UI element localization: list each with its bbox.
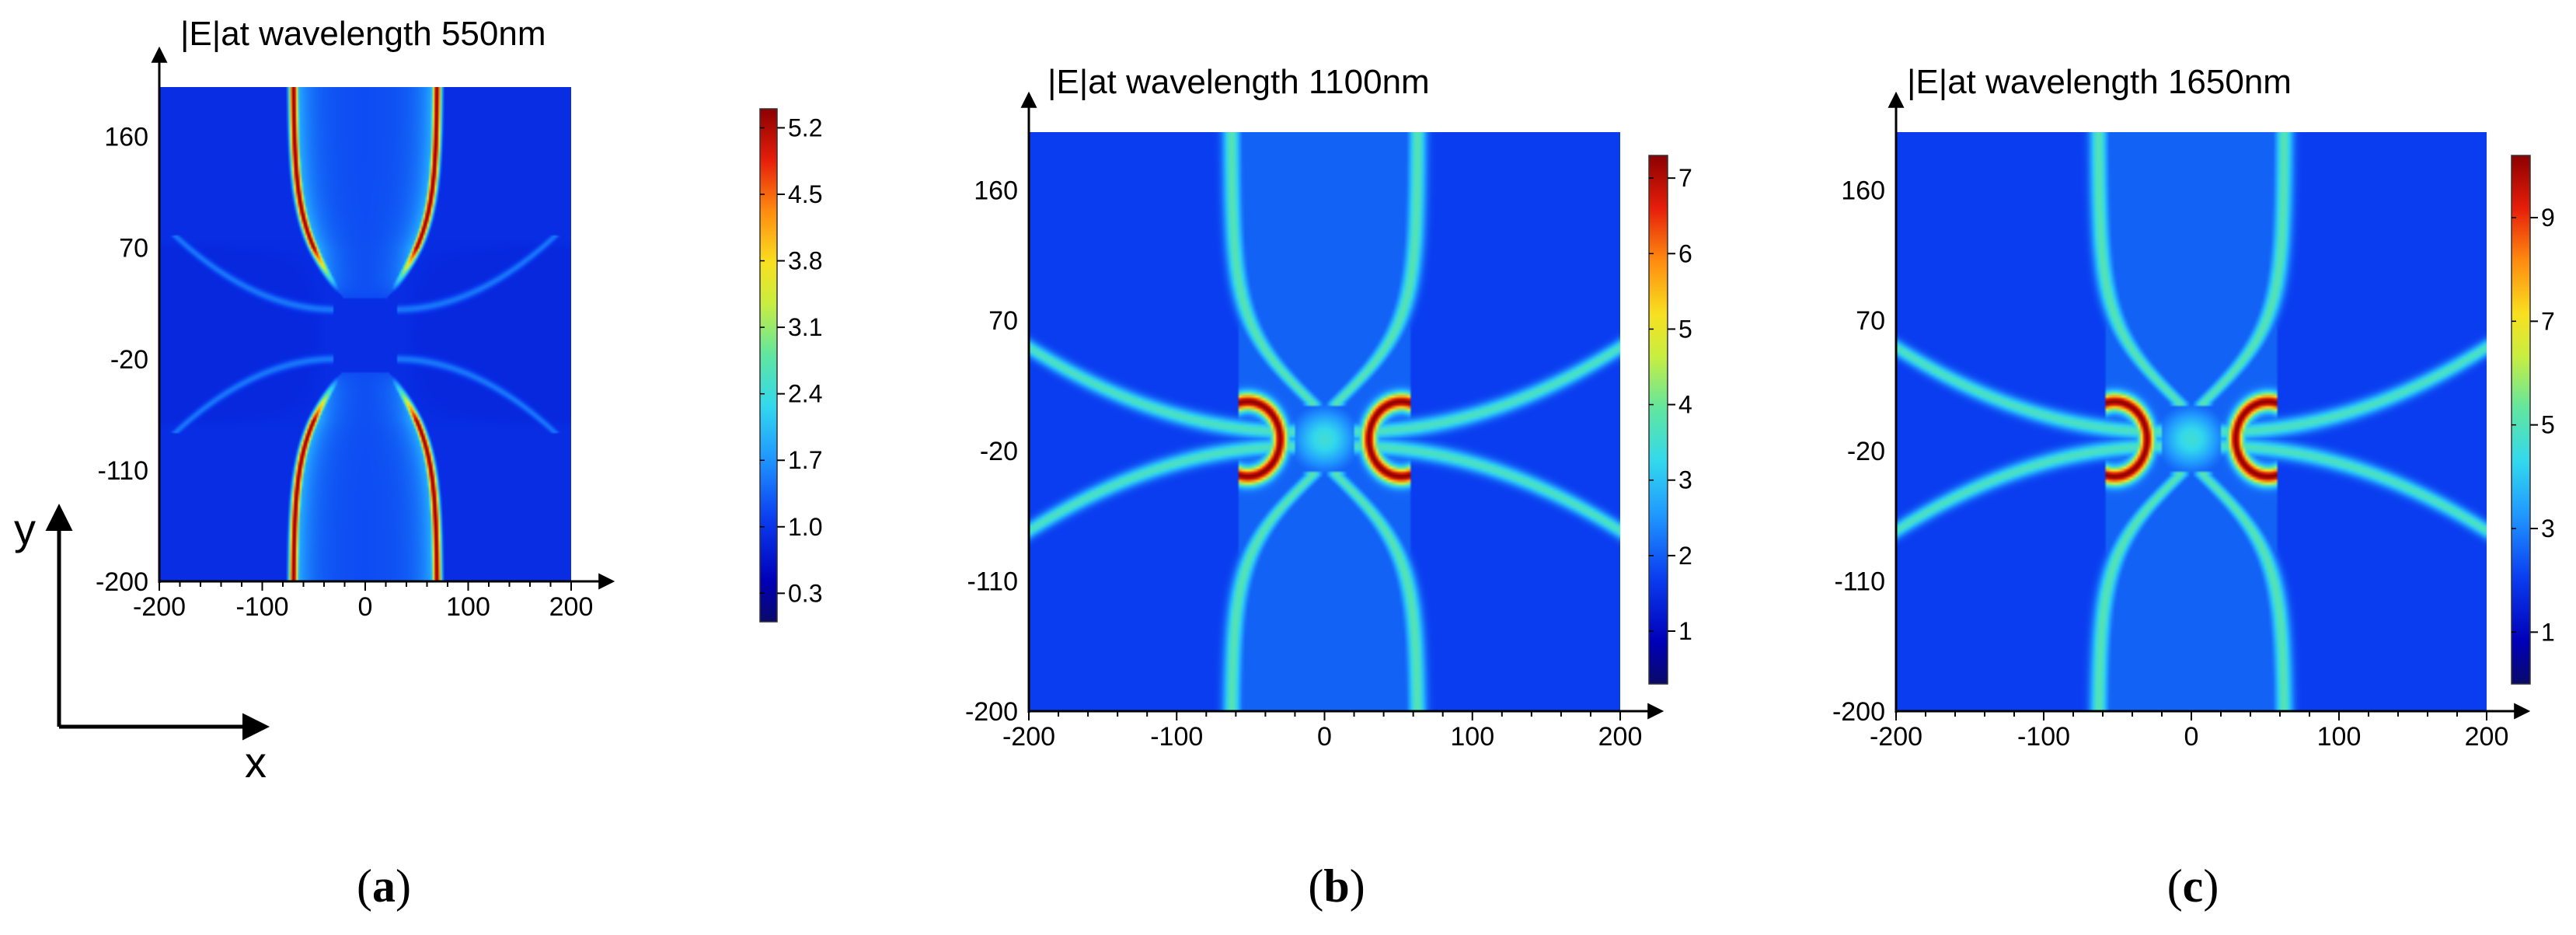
x-tick-label-b: -200 bbox=[1002, 722, 1055, 752]
colorbar-tick-label-c: 5 bbox=[2541, 411, 2555, 439]
colorbar-tick-label-a: 1.7 bbox=[788, 446, 822, 474]
colorbar-tick-label-b: 4 bbox=[1678, 391, 1692, 419]
x-tick-label-b: 200 bbox=[1598, 722, 1643, 752]
colorbar-tick-label-a: 4.5 bbox=[788, 180, 822, 208]
y-tick-label-b: -200 bbox=[965, 697, 1018, 727]
panel-b: |E|at wavelength 1100nm -200-110-2070160… bbox=[965, 63, 1692, 912]
caption-b: (b) bbox=[1308, 860, 1365, 912]
colorbar-c: 1 3 5 7 9 bbox=[2511, 155, 2555, 685]
y-tick-label-b: -110 bbox=[967, 567, 1018, 596]
y-ticks-a: -200 -110 -20 70 160 bbox=[96, 123, 148, 597]
caption-c: (c) bbox=[2167, 860, 2219, 912]
colorbar-gradient-b bbox=[1648, 155, 1668, 685]
panel-b-title: |E|at wavelength 1100nm bbox=[1047, 63, 1430, 101]
colorbar-a: 0.3 1.0 1.7 2.4 3.1 3.8 4.5 5.2 bbox=[759, 108, 822, 623]
y-tick-label-c: 70 bbox=[1856, 306, 1885, 336]
x-tick-label-a: -200 bbox=[133, 592, 186, 622]
caption-b-letter: b bbox=[1323, 860, 1349, 912]
heatmap-b bbox=[1029, 132, 1620, 711]
colorbar-tick-label-b: 1 bbox=[1678, 617, 1692, 645]
panel-a: |E|at wavelength 550nm -200-110-2070160 … bbox=[96, 15, 823, 912]
colorbar-tick-label-c: 3 bbox=[2541, 515, 2555, 543]
caption-a: (a) bbox=[357, 860, 411, 912]
colorbar-tick-label-b: 5 bbox=[1678, 315, 1692, 343]
x-tick-label-b: 0 bbox=[1317, 722, 1332, 752]
y-tick-label-a: -20 bbox=[110, 345, 148, 375]
colorbar-tick-label-a: 1.0 bbox=[788, 513, 822, 541]
heatmap-a bbox=[159, 87, 571, 581]
x-tick-label-c: -200 bbox=[1870, 722, 1922, 752]
colorbar-tick-label-c: 9 bbox=[2541, 204, 2555, 232]
heatmap-image-c bbox=[1896, 132, 2487, 711]
y-tick-label-c: -200 bbox=[1832, 697, 1885, 727]
colorbar-tick-label-b: 2 bbox=[1678, 542, 1692, 570]
x-tick-label-a: 100 bbox=[446, 592, 490, 622]
panel-c: |E|at wavelength 1650nm -200-110-2070160… bbox=[1832, 63, 2555, 912]
caption-c-letter: c bbox=[2183, 860, 2204, 912]
panel-c-title: |E|at wavelength 1650nm bbox=[1907, 63, 2292, 101]
caption-a-letter: a bbox=[372, 860, 396, 912]
y-tick-label-a: 160 bbox=[104, 123, 148, 152]
colorbar-tick-label-a: 0.3 bbox=[788, 579, 822, 607]
y-tick-label-a: -200 bbox=[96, 567, 148, 597]
colorbar-tick-label-c: 1 bbox=[2541, 618, 2555, 646]
axes-indicator: y x bbox=[14, 504, 270, 787]
colorbar-tick-label-b: 7 bbox=[1678, 164, 1692, 192]
colorbar-tick-label-c: 7 bbox=[2541, 307, 2555, 335]
x-tick-label-c: 0 bbox=[2184, 722, 2199, 752]
y-tick-label-a: 70 bbox=[119, 234, 148, 263]
colorbar-gradient-c bbox=[2511, 155, 2531, 685]
y-ticks-b: -200 -110 -20 70 160 bbox=[965, 176, 1018, 727]
x-ticks-a: -200 -100 0 100 200 bbox=[133, 592, 593, 622]
colorbar-tick-label-b: 6 bbox=[1678, 239, 1692, 267]
colorbar-tick-label-a: 2.4 bbox=[788, 380, 822, 408]
x-tick-label-c: -100 bbox=[2017, 722, 2070, 752]
y-tick-label-a: -110 bbox=[97, 456, 148, 486]
x-tick-label-a: 0 bbox=[358, 592, 373, 622]
y-tick-label-b: 70 bbox=[988, 306, 1018, 336]
y-tick-label-c: -20 bbox=[1847, 437, 1885, 466]
x-indicator-label: x bbox=[245, 738, 267, 787]
x-tick-label-b: 100 bbox=[1450, 722, 1494, 752]
y-indicator-label: y bbox=[14, 504, 36, 553]
x-ticks-b: -200 -100 0 100 200 bbox=[1002, 722, 1642, 752]
x-tick-label-a: 200 bbox=[549, 592, 594, 622]
y-tick-label-b: 160 bbox=[974, 176, 1018, 206]
x-tick-label-c: 200 bbox=[2465, 722, 2509, 752]
panel-a-title: |E|at wavelength 550nm bbox=[180, 15, 546, 53]
colorbar-tick-label-a: 5.2 bbox=[788, 113, 822, 141]
x-ticks-c: -200 -100 0 100 200 bbox=[1870, 722, 2508, 752]
x-tick-label-b: -100 bbox=[1150, 722, 1203, 752]
y-tick-label-b: -20 bbox=[980, 437, 1018, 466]
heatmap-image-a bbox=[159, 87, 571, 581]
colorbar-tick-label-b: 3 bbox=[1678, 466, 1692, 494]
x-tick-label-a: -100 bbox=[235, 592, 288, 622]
y-tick-label-c: -110 bbox=[1834, 567, 1885, 596]
colorbar-gradient-a bbox=[759, 108, 778, 623]
colorbar-tick-label-a: 3.1 bbox=[788, 313, 822, 341]
y-tick-label-c: 160 bbox=[1841, 176, 1885, 206]
heatmap-c bbox=[1896, 132, 2487, 711]
colorbar-tick-label-a: 3.8 bbox=[788, 247, 822, 275]
x-tick-label-c: 100 bbox=[2317, 722, 2362, 752]
heatmap-image-b bbox=[1029, 132, 1620, 711]
y-ticks-c: -200 -110 -20 70 160 bbox=[1832, 176, 1885, 727]
colorbar-b: 1 2 3 4 5 6 7 bbox=[1648, 155, 1692, 685]
